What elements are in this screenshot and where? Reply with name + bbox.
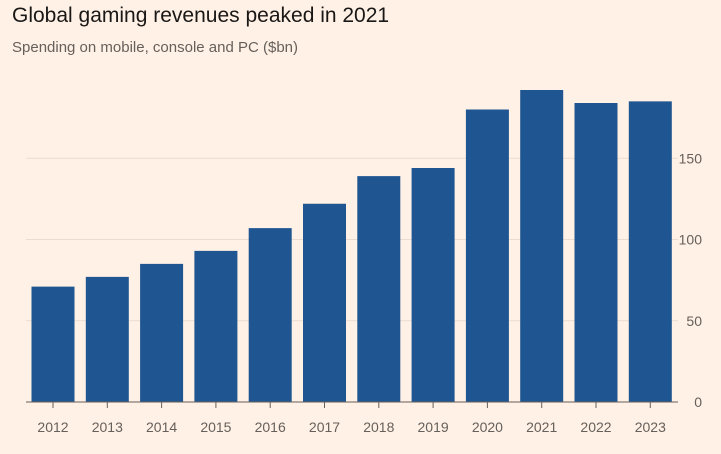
x-tick-label: 2019 — [418, 419, 449, 435]
x-tick-label: 2020 — [472, 419, 503, 435]
x-tick-label: 2014 — [146, 419, 177, 435]
bar — [574, 103, 618, 402]
x-tick-label: 2016 — [255, 419, 286, 435]
x-tick-label: 2018 — [363, 419, 394, 435]
y-tick-label: 150 — [679, 150, 703, 166]
bar — [31, 286, 75, 402]
bar — [248, 228, 292, 402]
y-tick-label: 50 — [686, 313, 702, 329]
x-tick-label: 2015 — [200, 419, 231, 435]
bar — [85, 276, 129, 402]
x-tick-label: 2022 — [580, 419, 611, 435]
bar — [194, 250, 238, 402]
bar — [465, 109, 509, 402]
chart-title: Global gaming revenues peaked in 2021 — [12, 4, 390, 27]
bar — [411, 168, 455, 402]
y-tick-label: 100 — [679, 232, 703, 248]
x-tick-label: 2017 — [309, 419, 340, 435]
x-tick-label: 2023 — [635, 419, 666, 435]
x-tick-label: 2013 — [92, 419, 123, 435]
y-tick-label: 0 — [694, 394, 702, 410]
x-tick-label: 2012 — [37, 419, 68, 435]
bar — [520, 90, 564, 402]
chart-subtitle: Spending on mobile, console and PC ($bn) — [12, 39, 299, 56]
x-tick-label: 2021 — [526, 419, 557, 435]
bar — [303, 203, 346, 402]
bar — [357, 176, 401, 402]
bar — [628, 101, 672, 402]
bar — [140, 263, 184, 402]
